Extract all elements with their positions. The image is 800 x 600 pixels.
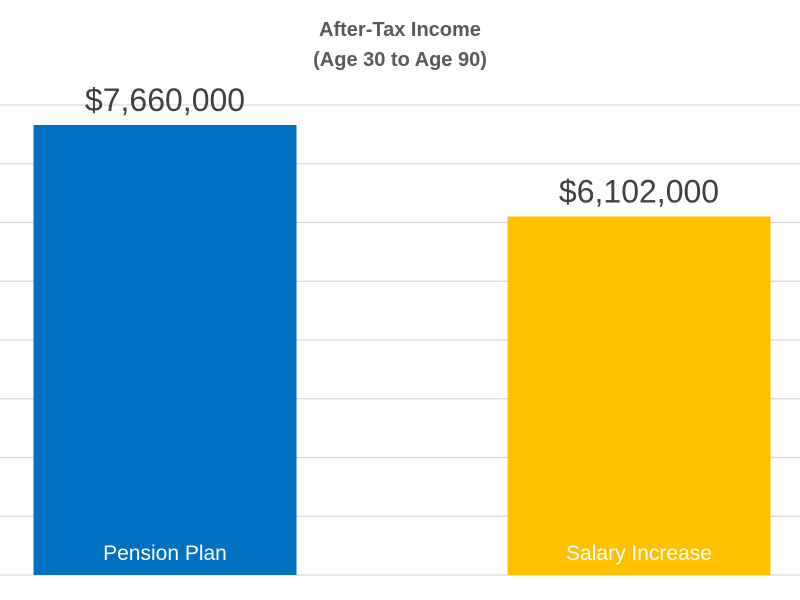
data-label: $7,660,000 <box>85 82 245 118</box>
bars: $7,660,000 Pension Plan $6,102,000 Salary I… <box>33 82 771 576</box>
bar-salary-increase <box>507 216 771 576</box>
data-label: $6,102,000 <box>559 174 719 210</box>
category-label: Pension Plan <box>103 542 227 565</box>
chart-subtitle: (Age 30 to Age 90) <box>313 49 487 71</box>
chart-title: After-Tax Income <box>319 19 481 41</box>
category-label: Salary Increase <box>566 542 712 565</box>
bar-pension-plan <box>33 125 297 575</box>
